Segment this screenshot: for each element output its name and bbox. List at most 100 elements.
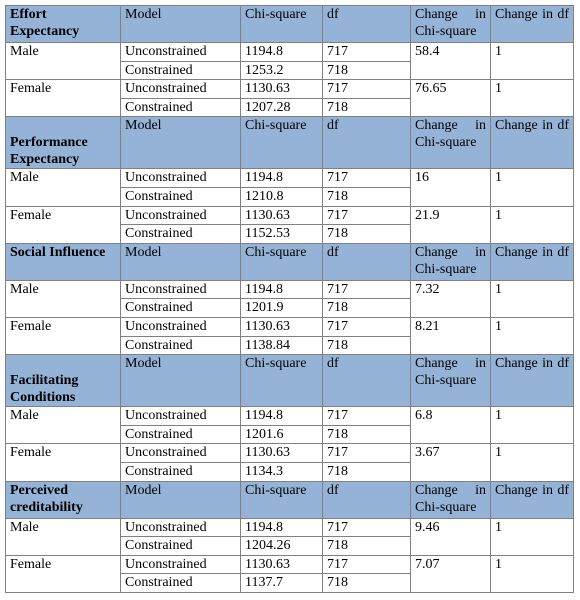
- model: Constrained: [120, 536, 241, 556]
- model: Unconstrained: [120, 406, 241, 426]
- model: Constrained: [120, 461, 241, 482]
- data-row: Female Unconstrained 1130.63 717 7.07 1: [5, 554, 574, 593]
- chi-square: 1130.63: [240, 316, 323, 337]
- column-header: Change in df: [490, 116, 574, 170]
- gender: Male: [5, 168, 121, 207]
- chi-square: 1130.63: [240, 79, 323, 99]
- chi-square: 1137.7: [240, 573, 323, 593]
- chi-square: 1194.8: [240, 168, 323, 188]
- df: 717: [322, 406, 411, 426]
- column-header: Change in df: [490, 480, 574, 519]
- construct-name: Perceived creditability: [5, 480, 121, 519]
- column-header: Chi-square: [240, 242, 323, 281]
- change-chi-square: 7.32: [410, 279, 491, 318]
- data-row: Male Unconstrained 1194.8 717 9.46 1: [5, 517, 574, 556]
- header-row: Facilitating Conditions Model Chi-square df…: [5, 354, 574, 408]
- data-row: Male Unconstrained 1194.8 717 16 1: [5, 168, 574, 207]
- column-header: Change in df: [490, 242, 574, 281]
- column-header: df: [322, 5, 411, 43]
- df: 717: [322, 205, 411, 226]
- model: Unconstrained: [120, 279, 241, 300]
- model: Constrained: [120, 335, 241, 356]
- chi-square: 1138.84: [240, 335, 323, 356]
- gender: Female: [5, 316, 121, 356]
- df: 717: [322, 443, 411, 463]
- column-header: Model: [120, 354, 241, 408]
- df: 718: [322, 536, 411, 556]
- df: 718: [322, 186, 411, 207]
- gender: Female: [5, 79, 121, 118]
- model: Constrained: [120, 60, 241, 81]
- column-header: Change in Chi-square: [410, 242, 491, 281]
- chi-square: 1204.26: [240, 536, 323, 556]
- column-header: Chi-square: [240, 116, 323, 170]
- data-row: Constrained 1138.84 718: [6, 335, 574, 356]
- chi-square: 1194.8: [240, 279, 323, 300]
- change-df: 1: [490, 517, 574, 556]
- change-chi-square: 6.8: [410, 406, 491, 445]
- column-header: Chi-square: [240, 354, 323, 408]
- column-header: Model: [120, 480, 241, 519]
- column-header: Change in df: [490, 354, 574, 408]
- gender: Female: [5, 443, 121, 482]
- column-header: Change in Chi-square: [410, 354, 491, 408]
- column-header: df: [322, 354, 411, 408]
- chi-square: 1210.8: [240, 186, 323, 207]
- gender: Male: [5, 41, 121, 81]
- construct-name: Effort Expectancy: [5, 5, 121, 43]
- column-header: Model: [120, 5, 241, 43]
- df: 717: [322, 554, 411, 575]
- model: Unconstrained: [120, 316, 241, 337]
- data-row: Female Unconstrained 1130.63 717 21.9 1: [5, 205, 574, 244]
- data-row: Constrained 1137.7 718: [6, 573, 574, 593]
- df: 718: [322, 424, 411, 445]
- model: Unconstrained: [120, 79, 241, 99]
- data-row: Male Unconstrained 1194.8 717 7.32 1: [5, 279, 574, 318]
- model: Unconstrained: [120, 205, 241, 226]
- df: 717: [322, 316, 411, 337]
- data-row: Constrained 1201.9 718: [6, 298, 574, 318]
- data-row: Constrained 1152.53 718: [6, 224, 574, 244]
- df: 717: [322, 79, 411, 99]
- model: Constrained: [120, 186, 241, 207]
- df: 717: [322, 168, 411, 188]
- chi-square: 1134.3: [240, 461, 323, 482]
- df: 718: [322, 298, 411, 318]
- change-chi-square: 58.4: [410, 41, 491, 81]
- data-row: Male Unconstrained 1194.8 717 6.8 1: [5, 406, 574, 445]
- chi-square: 1207.28: [240, 97, 323, 118]
- data-row: Constrained 1201.6 718: [6, 424, 574, 445]
- column-header: df: [322, 480, 411, 519]
- change-chi-square: 16: [410, 168, 491, 207]
- model: Unconstrained: [120, 517, 241, 538]
- df: 718: [322, 224, 411, 244]
- df: 718: [322, 335, 411, 356]
- change-df: 1: [490, 554, 574, 593]
- change-chi-square: 3.67: [410, 443, 491, 482]
- change-df: 1: [490, 79, 574, 118]
- gender: Male: [5, 517, 121, 556]
- data-row: Male Unconstrained 1194.8 717 58.4 1: [5, 41, 574, 81]
- column-header: Change in Chi-square: [410, 116, 491, 170]
- change-df: 1: [490, 443, 574, 482]
- change-chi-square: 8.21: [410, 316, 491, 356]
- chi-square: 1130.63: [240, 443, 323, 463]
- data-row: Female Unconstrained 1130.63 717 8.21 1: [5, 316, 574, 356]
- chi-square: 1194.8: [240, 517, 323, 538]
- chi-square: 1253.2: [240, 60, 323, 81]
- column-header: Change in df: [490, 5, 574, 43]
- construct-name: Social Influence: [5, 242, 121, 281]
- header-row: Social Influence Model Chi-square df Change …: [5, 242, 574, 281]
- construct-name: Performance Expectancy: [5, 116, 121, 170]
- column-header: Chi-square: [240, 5, 323, 43]
- construct-name: Facilitating Conditions: [5, 354, 121, 408]
- change-chi-square: 21.9: [410, 205, 491, 244]
- column-header: Model: [120, 242, 241, 281]
- gender: Female: [5, 205, 121, 244]
- header-row: Effort Expectancy Model Chi-square df Change…: [5, 5, 574, 43]
- change-chi-square: 9.46: [410, 517, 491, 556]
- model: Constrained: [120, 573, 241, 593]
- chi-square: 1201.6: [240, 424, 323, 445]
- data-row: Constrained 1134.3 718: [6, 461, 574, 482]
- model: Constrained: [120, 298, 241, 318]
